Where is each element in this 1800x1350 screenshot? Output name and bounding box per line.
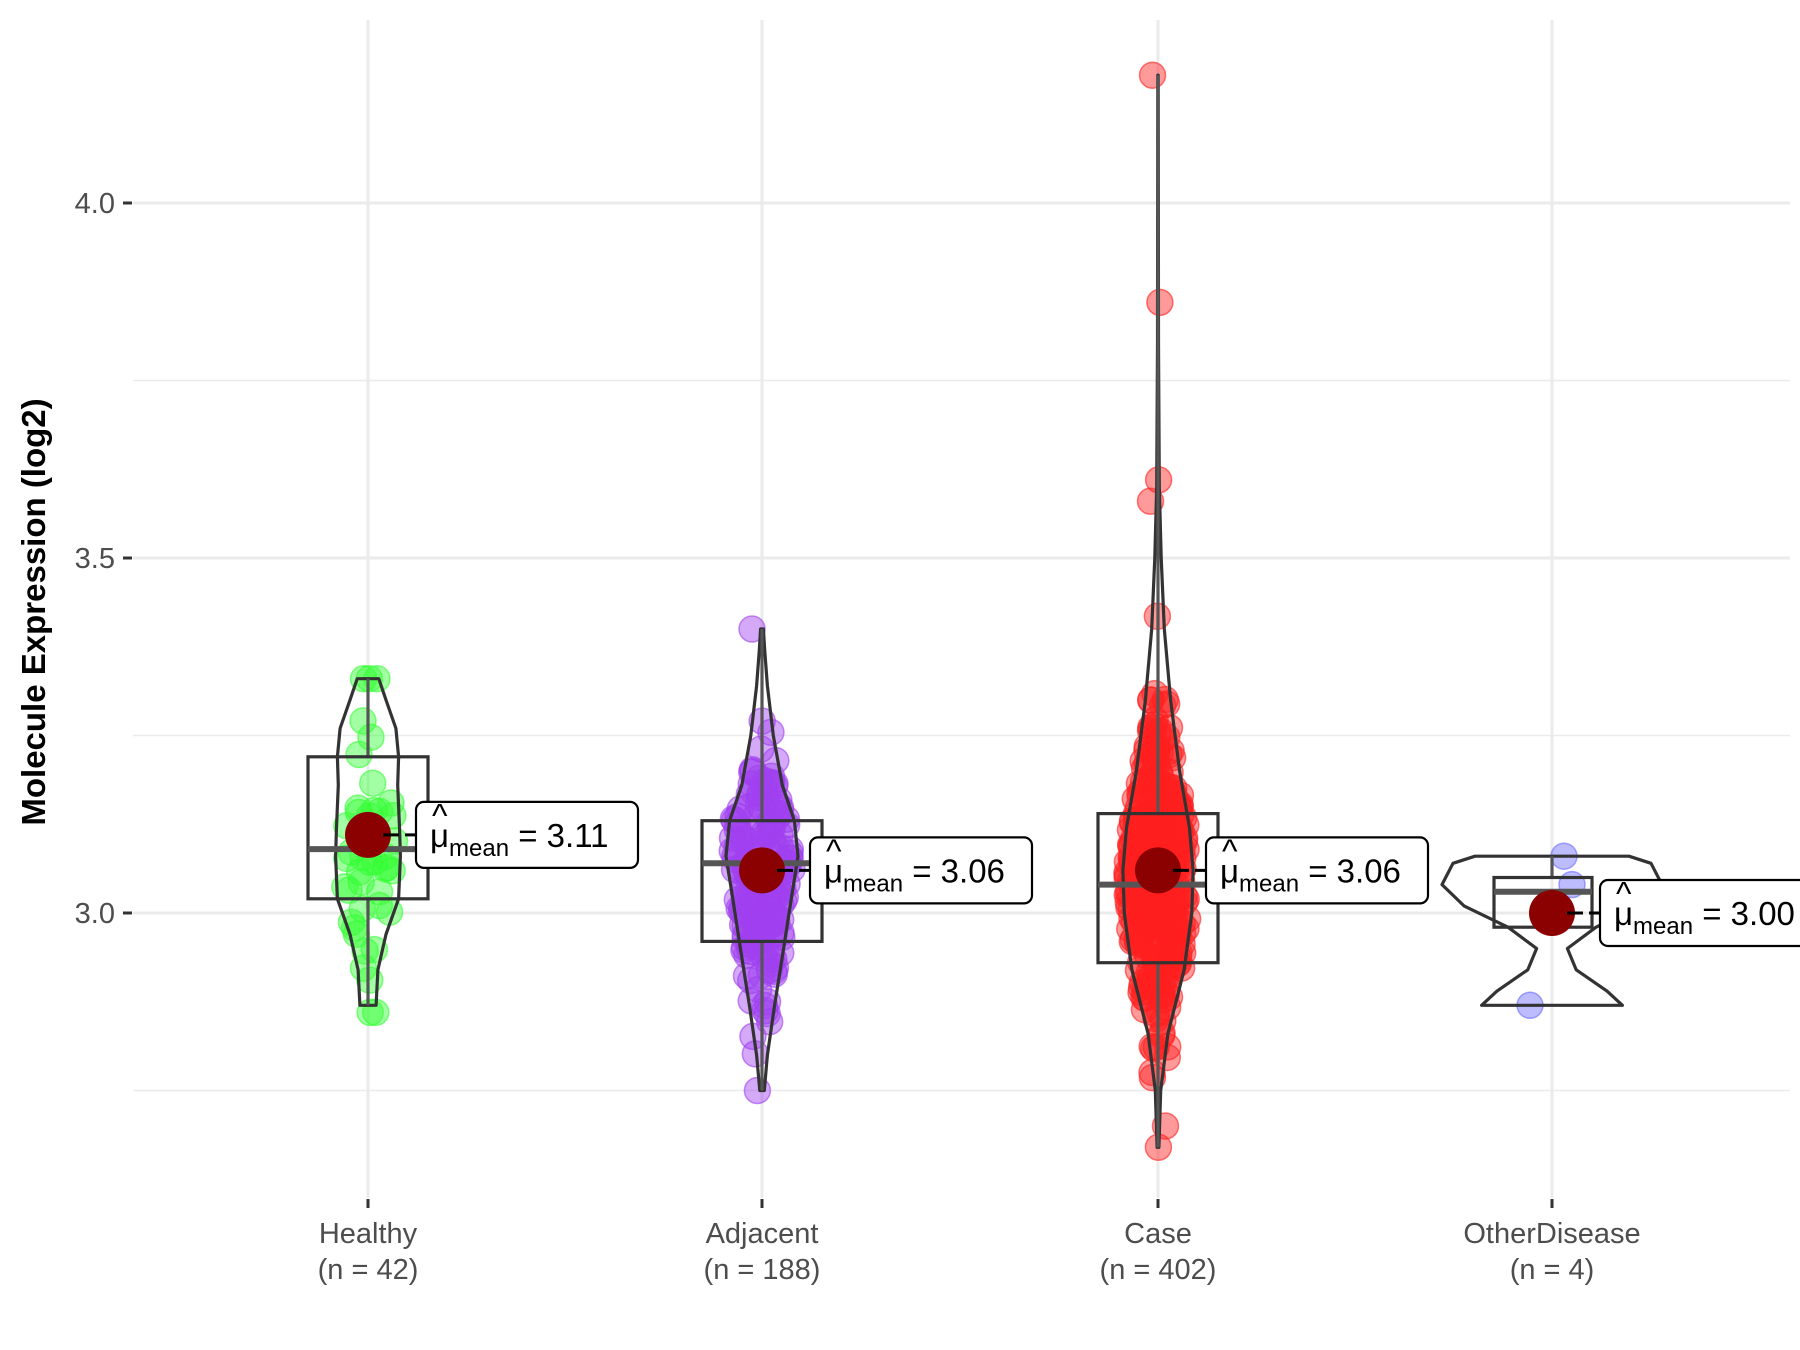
data-point [357, 723, 385, 752]
violin [334, 677, 402, 1007]
mean-label: ^μmean = 3.06 [1173, 832, 1430, 905]
mean-label-text: μmean = 3.11 [430, 817, 608, 862]
data-point [347, 868, 375, 896]
mean-label-text: μmean = 3.06 [824, 852, 1005, 897]
data-point [738, 615, 766, 643]
data-point [1137, 932, 1165, 961]
x-axis: Healthy (n = 42) Adjacent (n = 188) Case (n =… [318, 1199, 1641, 1286]
data-point [351, 937, 379, 965]
mean-label-box [808, 836, 1034, 905]
hat-accent: ^ [826, 832, 842, 869]
violin [1440, 854, 1664, 1007]
group-adjacent [700, 615, 824, 1105]
data-point [757, 808, 785, 837]
hat-accent: ^ [1616, 875, 1632, 912]
hat-accent: ^ [432, 797, 448, 834]
mean-label: ^μmean = 3.00 [1567, 875, 1800, 948]
data-point [1131, 911, 1160, 940]
mean-point [1529, 890, 1575, 936]
y-axis-title: Molecule Expression (log2) [15, 398, 52, 825]
y-axis: 3.0 3.5 4.0 [75, 188, 132, 930]
x-tick-count: (n = 4) [1510, 1254, 1595, 1286]
group-case [1096, 61, 1220, 1162]
x-tick-label: Adjacent [706, 1218, 819, 1250]
data-point [358, 769, 387, 797]
x-tick-label: Case [1124, 1218, 1192, 1250]
y-tick-label: 3.5 [75, 543, 115, 575]
x-tick-label: OtherDisease [1463, 1218, 1640, 1250]
mean-label-text: μmean = 3.00 [1614, 895, 1795, 940]
mean-label-box [414, 800, 640, 870]
x-tick-count: (n = 188) [704, 1254, 821, 1286]
points [1113, 61, 1202, 1162]
group-healthy [306, 664, 430, 1027]
mean-point [1135, 847, 1181, 894]
group-otherdisease [1440, 842, 1664, 1020]
mean-point [739, 847, 785, 894]
data-point [349, 707, 377, 735]
data-point [1128, 904, 1156, 932]
y-tick-label: 4.0 [75, 188, 115, 220]
data-point [1138, 61, 1167, 89]
mean-label-box [1598, 878, 1800, 948]
data-point [1165, 908, 1194, 936]
groups [306, 61, 1664, 1162]
mean-labels: ^μmean = 3.11 ^μmean = 3.06^μmean = 3.06^… [383, 797, 1800, 948]
mean-label: ^μmean = 3.11 [383, 797, 640, 870]
y-tick-label: 3.0 [75, 898, 115, 930]
mean-label-text: μmean = 3.06 [1220, 852, 1401, 897]
data-point [757, 902, 785, 930]
x-tick-count: (n = 402) [1100, 1254, 1217, 1286]
mean-label: ^μmean = 3.06 [777, 832, 1034, 905]
data-point [745, 764, 774, 793]
x-tick-count: (n = 42) [318, 1254, 419, 1286]
mean-label-box [1204, 836, 1430, 905]
hat-accent: ^ [1222, 832, 1238, 869]
mean-point [345, 811, 391, 858]
x-tick-label: Healthy [319, 1218, 418, 1250]
